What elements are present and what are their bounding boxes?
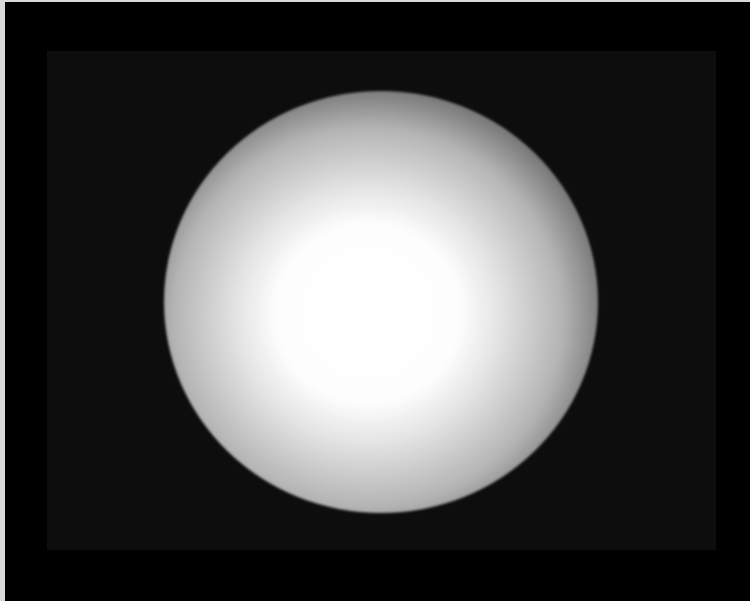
viewport: [5, 2, 750, 601]
sphere: [164, 91, 598, 513]
render-canvas: [47, 51, 716, 550]
